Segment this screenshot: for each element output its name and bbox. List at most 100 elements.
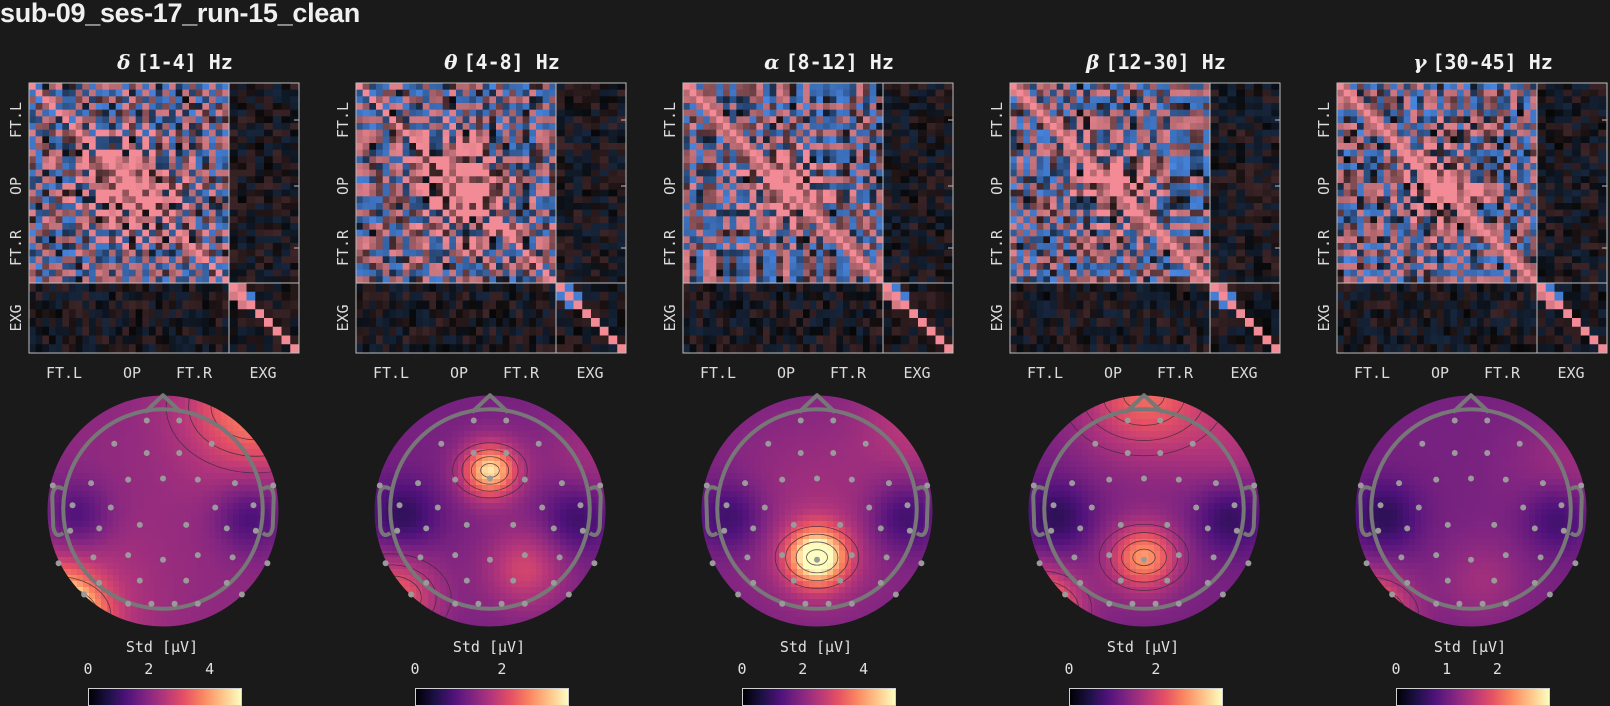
topomap-pixel bbox=[392, 431, 399, 438]
matrix-cell bbox=[449, 176, 457, 184]
matrix-cell bbox=[556, 256, 566, 264]
matrix-cell bbox=[556, 291, 566, 301]
matrix-cell bbox=[35, 223, 43, 231]
topomap-pixel bbox=[470, 491, 477, 498]
matrix-cell bbox=[402, 123, 410, 131]
matrix-cell bbox=[582, 109, 592, 117]
matrix-cell bbox=[549, 163, 557, 171]
matrix-x-label: FT.R bbox=[176, 364, 213, 382]
matrix-cell bbox=[496, 263, 504, 271]
matrix-cell bbox=[462, 309, 470, 319]
matrix-cell bbox=[549, 276, 557, 284]
matrix-cell bbox=[462, 318, 470, 328]
matrix-cell bbox=[215, 276, 223, 284]
matrix-cell bbox=[62, 256, 70, 264]
matrix-cell bbox=[389, 335, 397, 345]
topomap-pixel bbox=[215, 419, 222, 426]
matrix-cell bbox=[522, 83, 530, 91]
matrix-cell bbox=[382, 143, 390, 151]
matrix-cell bbox=[264, 243, 274, 251]
matrix-cell bbox=[175, 103, 183, 111]
topomap-pixel bbox=[95, 485, 102, 492]
sensor-dot bbox=[55, 560, 62, 567]
topomap-pixel bbox=[185, 581, 192, 588]
matrix-cell bbox=[573, 123, 583, 131]
topomap-pixel bbox=[209, 509, 216, 516]
matrix-cell bbox=[95, 109, 103, 117]
matrix-cell bbox=[608, 109, 618, 117]
topomap-pixel bbox=[95, 593, 102, 600]
topomap-pixel bbox=[95, 503, 102, 510]
matrix-cell bbox=[422, 109, 430, 117]
matrix-cell bbox=[175, 189, 183, 197]
topomap-pixel bbox=[173, 437, 180, 444]
topomap-pixel bbox=[410, 425, 417, 432]
topomap-pixel bbox=[119, 593, 126, 600]
matrix-cell bbox=[229, 176, 239, 184]
topomap-pixel bbox=[203, 551, 210, 558]
matrix-cell bbox=[215, 209, 223, 217]
matrix-cell bbox=[237, 89, 247, 97]
matrix-cell bbox=[429, 109, 437, 117]
matrix-cell bbox=[122, 283, 130, 293]
matrix-cell bbox=[246, 283, 256, 293]
matrix-cell bbox=[264, 136, 274, 144]
matrix-cell bbox=[573, 183, 583, 191]
matrix-cell bbox=[95, 196, 103, 204]
topomap-pixel bbox=[197, 617, 204, 624]
matrix-cell bbox=[529, 229, 537, 237]
topomap-pixel bbox=[149, 437, 156, 444]
matrix-cell bbox=[376, 209, 384, 217]
matrix-cell bbox=[564, 163, 574, 171]
matrix-cell bbox=[281, 103, 291, 111]
matrix-cell bbox=[416, 344, 424, 354]
topomap-pixel bbox=[500, 443, 507, 450]
topomap-pixel bbox=[131, 539, 138, 546]
matrix-cell bbox=[429, 326, 437, 336]
topomap-pixel bbox=[584, 431, 591, 438]
topomap-pixel bbox=[251, 455, 258, 462]
matrix-cell bbox=[202, 283, 210, 293]
topomap-pixel bbox=[197, 503, 204, 510]
topomap-pixel bbox=[191, 455, 198, 462]
matrix-cell bbox=[402, 243, 410, 251]
matrix-cell bbox=[142, 143, 150, 151]
matrix-cell bbox=[516, 309, 524, 319]
topomap-pixel bbox=[470, 455, 477, 462]
matrix-cell bbox=[456, 103, 464, 111]
matrix-cell bbox=[109, 249, 117, 257]
matrix-cell bbox=[272, 209, 282, 217]
matrix-cell bbox=[215, 223, 223, 231]
topomap-pixel bbox=[191, 515, 198, 522]
topomap-pixel bbox=[239, 551, 246, 558]
topomap-pixel bbox=[464, 449, 471, 456]
matrix-cell bbox=[496, 318, 504, 328]
matrix-cell bbox=[89, 89, 97, 97]
topomap-pixel bbox=[185, 575, 192, 582]
topomap-pixel bbox=[191, 611, 198, 618]
matrix-cell bbox=[549, 83, 557, 91]
topomap-pixel bbox=[161, 485, 168, 492]
matrix-cell bbox=[462, 269, 470, 277]
topomap-pixel bbox=[428, 461, 435, 468]
topomap-pixel bbox=[275, 509, 279, 516]
matrix-cell bbox=[169, 229, 177, 237]
matrix-cell bbox=[369, 276, 377, 284]
topomap-pixel bbox=[65, 449, 72, 456]
matrix-cell bbox=[169, 176, 177, 184]
topomap-pixel bbox=[161, 503, 168, 510]
matrix-cell bbox=[436, 209, 444, 217]
matrix-cell bbox=[422, 335, 430, 345]
topomap-pixel bbox=[203, 527, 210, 534]
topomap-pixel bbox=[458, 419, 465, 426]
matrix-cell bbox=[469, 183, 477, 191]
matrix-cell bbox=[142, 209, 150, 217]
matrix-cell bbox=[409, 263, 417, 271]
matrix-cell bbox=[469, 209, 477, 217]
matrix-cell bbox=[409, 149, 417, 157]
topomap-pixel bbox=[89, 557, 96, 564]
topomap-pixel bbox=[251, 509, 258, 516]
sensor-dot bbox=[90, 554, 97, 561]
matrix-cell bbox=[376, 109, 384, 117]
matrix-cell bbox=[362, 129, 370, 137]
